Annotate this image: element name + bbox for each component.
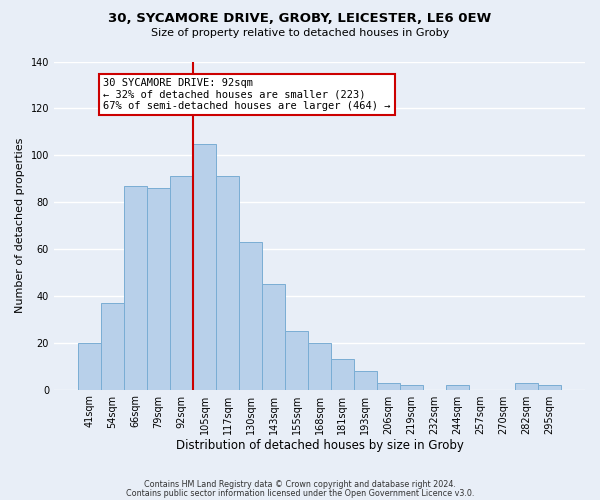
Bar	[446, 385, 469, 390]
Bar	[239, 242, 262, 390]
Y-axis label: Number of detached properties: Number of detached properties	[15, 138, 25, 313]
Text: Size of property relative to detached houses in Groby: Size of property relative to detached ho…	[151, 28, 449, 38]
Text: 30, SYCAMORE DRIVE, GROBY, LEICESTER, LE6 0EW: 30, SYCAMORE DRIVE, GROBY, LEICESTER, LE…	[109, 12, 491, 26]
Bar	[216, 176, 239, 390]
Bar	[193, 144, 216, 390]
Bar	[170, 176, 193, 390]
Text: 30 SYCAMORE DRIVE: 92sqm
← 32% of detached houses are smaller (223)
67% of semi-: 30 SYCAMORE DRIVE: 92sqm ← 32% of detach…	[103, 78, 391, 111]
Text: Contains HM Land Registry data © Crown copyright and database right 2024.: Contains HM Land Registry data © Crown c…	[144, 480, 456, 489]
Bar	[78, 342, 101, 390]
Bar	[400, 385, 423, 390]
X-axis label: Distribution of detached houses by size in Groby: Distribution of detached houses by size …	[176, 440, 463, 452]
Bar	[101, 303, 124, 390]
Bar	[377, 382, 400, 390]
Bar	[124, 186, 147, 390]
Bar	[262, 284, 285, 390]
Bar	[354, 371, 377, 390]
Bar	[538, 385, 561, 390]
Bar	[285, 331, 308, 390]
Bar	[147, 188, 170, 390]
Text: Contains public sector information licensed under the Open Government Licence v3: Contains public sector information licen…	[126, 488, 474, 498]
Bar	[515, 382, 538, 390]
Bar	[331, 359, 354, 390]
Bar	[308, 342, 331, 390]
